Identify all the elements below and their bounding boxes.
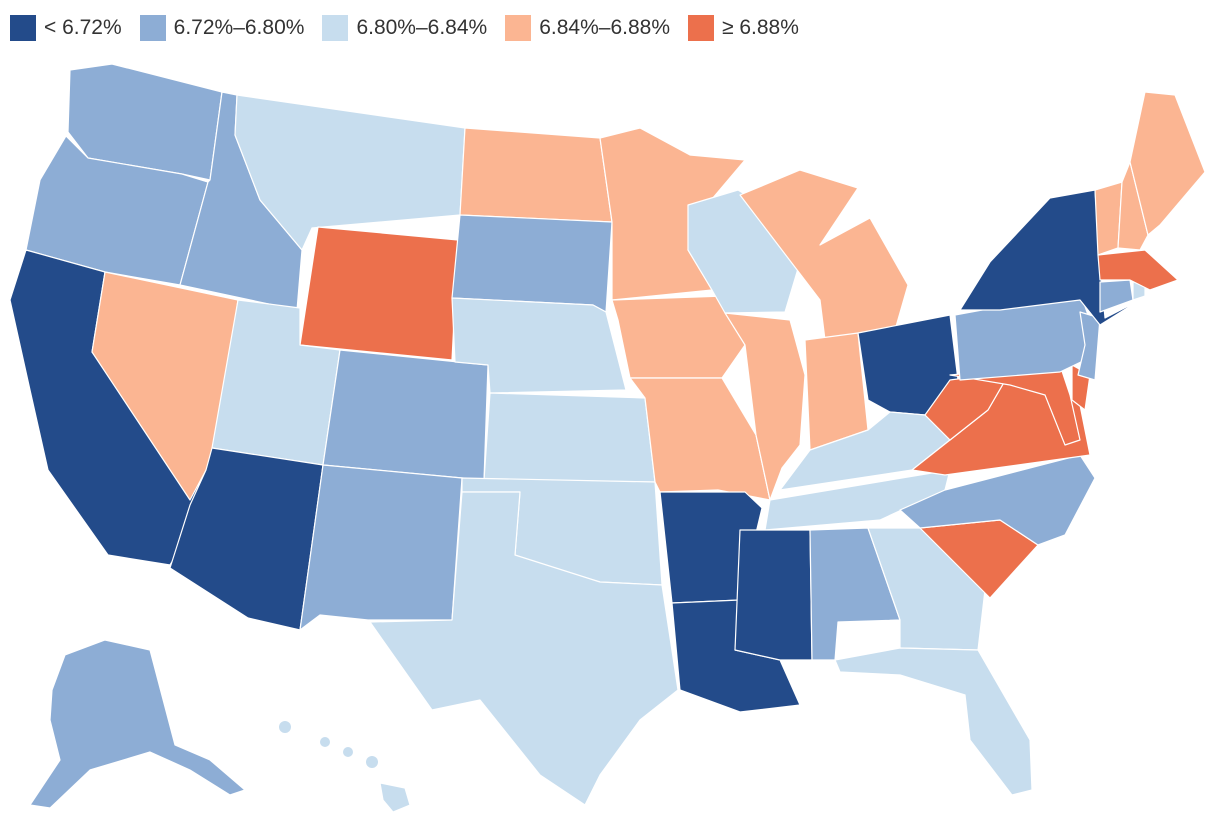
state-ma [1097, 249, 1179, 291]
state-wa [67, 63, 223, 181]
legend-item-6-80-to-6-84: 6.80%–6.84% [322, 15, 487, 41]
state-fl [834, 647, 1033, 796]
state-nd [459, 127, 613, 223]
state-nh [1117, 161, 1149, 251]
state-tx [369, 491, 679, 806]
legend-label: < 6.72% [44, 16, 122, 39]
state-nc [899, 454, 1096, 546]
state-wv [924, 371, 1011, 441]
legend-item-6-88-and-above: ≥ 6.88% [688, 15, 799, 41]
state-hi-island [279, 721, 291, 733]
legend-swatch [505, 15, 532, 41]
state-mi [739, 169, 909, 341]
state-hi [379, 782, 411, 813]
state-sd [451, 214, 613, 313]
state-ne [451, 297, 627, 394]
state-wy [299, 226, 459, 361]
legend-swatch [688, 15, 714, 41]
legend-label: 6.84%–6.88% [539, 16, 670, 39]
legend: < 6.72% 6.72%–6.80% 6.80%–6.84% 6.84%–6.… [10, 12, 817, 44]
legend-swatch [139, 15, 166, 41]
state-ak [29, 639, 246, 809]
state-hi-island [343, 747, 353, 757]
legend-label: ≥ 6.88% [722, 16, 799, 39]
state-hi-island [320, 737, 330, 747]
state-hi-island [366, 756, 378, 768]
legend-label: 6.80%–6.84% [356, 16, 488, 39]
legend-label: 6.72%–6.80% [173, 16, 305, 39]
state-me [1129, 91, 1206, 236]
state-nm [299, 464, 463, 631]
legend-item-below-6-72: < 6.72% [10, 15, 122, 41]
state-ms [734, 529, 813, 661]
legend-item-6-72-to-6-80: 6.72%–6.80% [139, 15, 305, 41]
state-ny [959, 189, 1141, 326]
legend-swatch [322, 15, 349, 41]
legend-swatch [10, 15, 36, 41]
state-ks [483, 392, 656, 483]
legend-item-6-84-to-6-88: 6.84%–6.88% [505, 15, 670, 41]
state-il [724, 312, 806, 501]
state-in [804, 332, 869, 451]
state-co [322, 349, 489, 481]
state-mo [629, 377, 771, 501]
